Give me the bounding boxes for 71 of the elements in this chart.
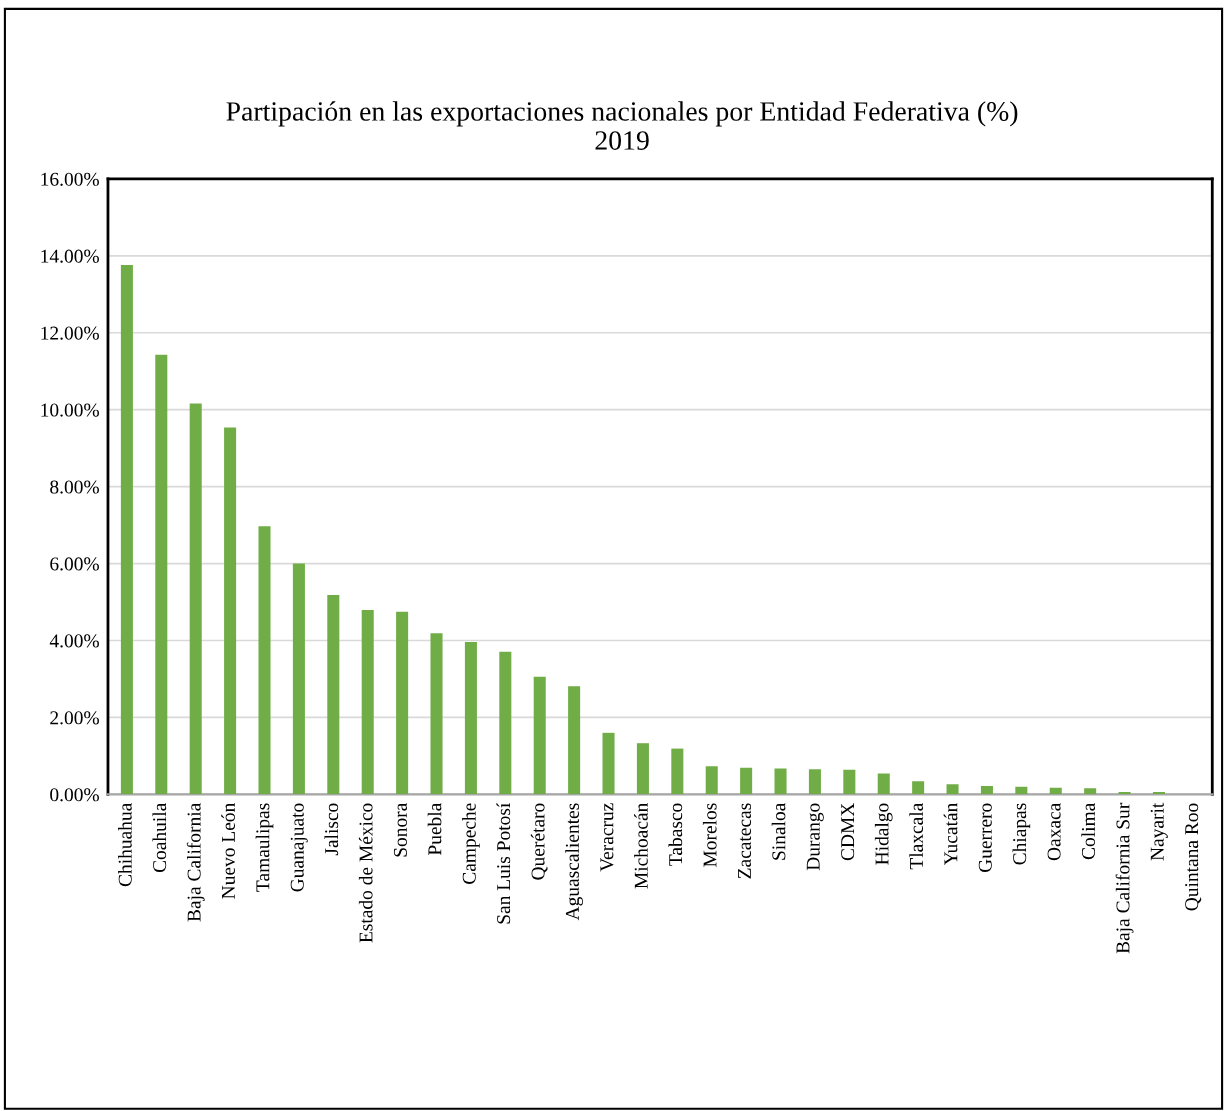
x-tick-label: Sinaloa — [771, 802, 786, 860]
bar — [808, 769, 821, 795]
bar — [533, 676, 546, 795]
bar — [224, 427, 237, 795]
x-tick-label: Guanajuato — [290, 803, 308, 892]
y-tick-label: 14.00% — [41, 249, 99, 263]
y-tick-label: 16.00% — [41, 172, 99, 186]
bar — [189, 403, 202, 795]
bar — [877, 773, 890, 795]
x-tick-label: Tabasco — [668, 803, 683, 866]
bar — [671, 748, 684, 795]
bar — [1049, 787, 1062, 795]
bar — [740, 767, 753, 795]
x-tick-label: Morelos — [702, 803, 717, 867]
x-tick-label: Nayarit — [1150, 802, 1168, 861]
bar — [568, 686, 581, 795]
bar — [1084, 788, 1097, 795]
x-tick-label: Durango — [806, 803, 824, 871]
bar — [602, 732, 615, 795]
y-tick-label: 6.00% — [50, 557, 99, 571]
x-tick-label: Veracruz — [600, 803, 614, 872]
y-tick-label: 4.00% — [49, 634, 99, 648]
bar — [946, 784, 959, 795]
bar — [912, 781, 925, 795]
x-tick-label: Sonora — [393, 802, 407, 857]
x-tick-label: Jalisco — [324, 803, 339, 856]
x-tick-label: Yucatán — [943, 803, 958, 866]
x-tick-label: Querétaro — [530, 803, 548, 880]
bar — [464, 642, 477, 795]
x-tick-label: Puebla — [427, 802, 442, 856]
bar — [430, 633, 443, 795]
x-tick-label: Zacatecas — [738, 803, 751, 879]
x-tick-label: Colima — [1081, 802, 1096, 860]
bar — [980, 785, 993, 795]
x-tick-label: Guerrero — [978, 803, 992, 873]
x-tick-label: Aguascalientes — [565, 803, 583, 921]
x-tick-label: Hidalgo — [874, 803, 893, 865]
x-tick-label: Chihuahua — [118, 802, 132, 887]
bar — [292, 563, 305, 795]
x-tick-label: Estado de México — [358, 803, 373, 943]
bar — [1015, 786, 1028, 795]
chart-title: Partipación en las exportaciones nacionales por Entidad Federativa (%) 2019 — [226, 101, 1018, 150]
x-tick-label: Quintana Roo — [1185, 803, 1202, 911]
bar — [155, 354, 168, 795]
bar — [120, 265, 133, 795]
bar — [361, 610, 374, 795]
y-tick-label: 10.00% — [41, 403, 99, 417]
bar — [636, 743, 649, 795]
x-tick-label: Baja California — [186, 802, 205, 922]
y-tick-label: 0.00% — [50, 788, 99, 802]
x-tick-label: Oaxaca — [1047, 802, 1061, 861]
x-tick-label: Tlaxcala — [909, 802, 924, 870]
x-tick-label: CDMX — [841, 803, 855, 861]
x-tick-label: Campeche — [462, 803, 480, 884]
x-tick-label: Michoacán — [634, 803, 648, 889]
bar — [396, 611, 409, 795]
x-tick-label: Coahuila — [152, 802, 167, 873]
bar — [258, 526, 271, 795]
bar — [327, 595, 340, 795]
x-tick-label: Nuevo León — [221, 802, 235, 899]
bar — [499, 651, 512, 795]
x-tick-label: San Luis Potosí — [496, 802, 511, 924]
x-tick-label: Baja California Sur — [1115, 802, 1134, 954]
x-tick-label: Chiapas — [1012, 803, 1031, 865]
y-tick-label: 2.00% — [50, 711, 99, 725]
bar — [705, 766, 718, 795]
x-tick-label: Tamaulipas — [255, 803, 274, 892]
y-tick-label: 12.00% — [41, 326, 99, 340]
bar — [774, 768, 787, 795]
y-tick-label: 8.00% — [50, 480, 99, 494]
bar — [843, 769, 856, 795]
